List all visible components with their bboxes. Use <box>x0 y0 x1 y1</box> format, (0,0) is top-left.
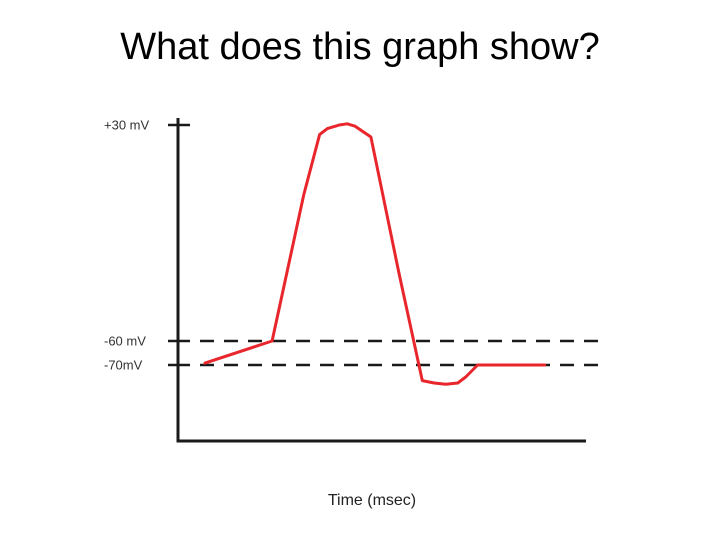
slide-title: What does this graph show? <box>120 26 600 68</box>
x-axis-title: Time (msec) <box>328 492 416 509</box>
y-tick-label-2: -70mV <box>104 358 143 373</box>
series-line-0 <box>203 122 547 386</box>
y-tick-label-1: -60 mV <box>104 334 146 349</box>
y-tick-label-0: +30 mV <box>104 118 149 133</box>
